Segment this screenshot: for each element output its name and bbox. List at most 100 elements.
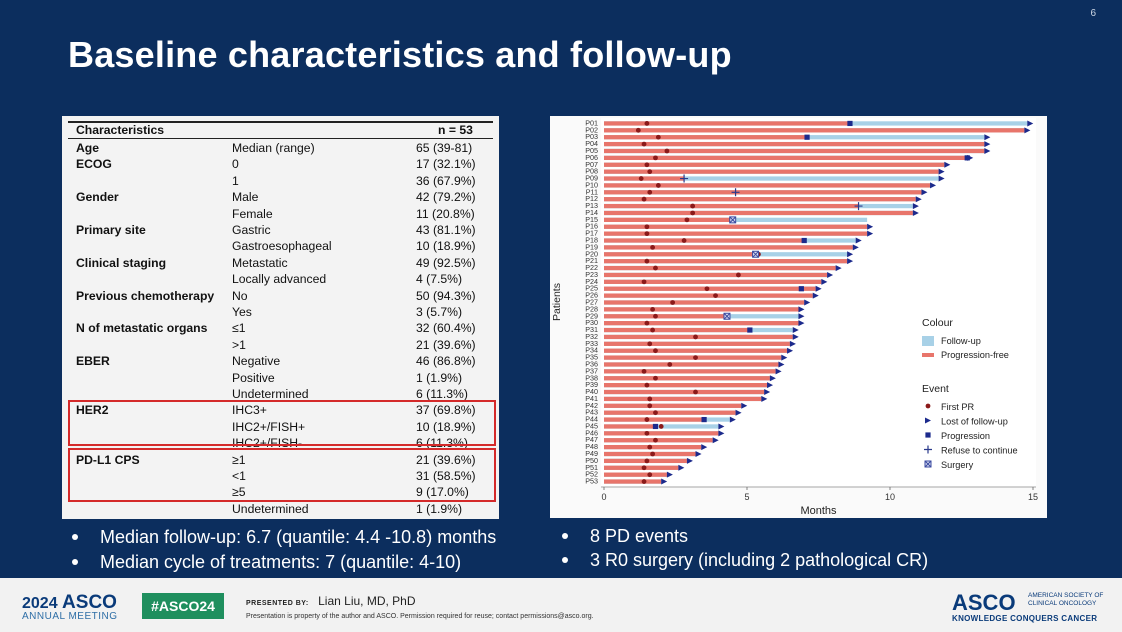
y-tick-label: P43 [585, 408, 598, 417]
lost-of-follow-up-marker [804, 299, 811, 306]
lost-of-follow-up-marker [984, 134, 991, 141]
y-tick-label: P36 [585, 359, 598, 368]
progression-free-bar [604, 128, 1025, 133]
row-category: ≥1 [232, 452, 246, 467]
y-tick-label: P03 [585, 132, 598, 141]
row-characteristic: Previous chemotherapy [76, 288, 215, 303]
lost-of-follow-up-marker [912, 209, 919, 216]
y-tick-label: P51 [585, 463, 598, 472]
legend-event-label: Progression [941, 431, 990, 441]
progression-free-bar [604, 403, 742, 408]
row-value: 10 (18.9%) [416, 239, 476, 254]
progression-free-bar [604, 410, 736, 415]
y-tick-label: P27 [585, 298, 598, 307]
y-tick-label: P08 [585, 167, 598, 176]
row-characteristic: EBER [76, 354, 110, 369]
table-row: Locally advanced 4 (7.5%) [66, 272, 495, 288]
lost-of-follow-up-marker [847, 258, 854, 265]
legend-event-label: Lost of follow-up [941, 417, 1008, 427]
first-pr-marker [664, 148, 670, 154]
progression-free-bar [604, 334, 793, 340]
first-pr-marker [693, 334, 698, 340]
first-pr-marker [641, 279, 647, 285]
progression-free-bar [604, 362, 779, 367]
table-row: IHC2+/FISH+ 10 (18.9%) [66, 420, 495, 436]
lost-of-follow-up-marker [984, 147, 991, 154]
refuse-to-continue-marker [731, 188, 740, 197]
baseline-table-panel: Characteristics n = 53 Age Median (range)… [62, 116, 499, 519]
x-tick-label: 5 [744, 492, 749, 502]
row-category: Gastroesophageal [232, 239, 332, 254]
legend-event-symbol [924, 445, 932, 454]
lost-of-follow-up-marker [847, 251, 854, 258]
y-tick-label: P34 [585, 346, 598, 355]
row-category: ≥5 [232, 485, 246, 500]
first-pr-marker [667, 362, 673, 367]
table-row: Previous chemotherapy No 50 (94.3%) [66, 289, 495, 305]
y-tick-label: P13 [585, 201, 598, 210]
bullet-dot [72, 534, 78, 540]
row-value: 4 (7.5%) [416, 272, 463, 287]
first-pr-marker [684, 217, 690, 223]
lost-of-follow-up-marker [741, 402, 748, 409]
first-pr-marker [644, 162, 650, 168]
first-pr-marker [647, 341, 653, 347]
progression-free-bar [604, 210, 913, 216]
row-value: 43 (81.1%) [416, 223, 476, 237]
progression-marker [798, 286, 804, 292]
progression-free-bar [604, 197, 916, 202]
row-value: 46 (86.8%) [416, 354, 476, 369]
header-characteristics: Characteristics [76, 123, 165, 137]
y-tick-label: P18 [585, 236, 598, 245]
bullet-text: 3 R0 surgery (including 2 pathological C… [590, 550, 929, 570]
progression-free-bar [604, 169, 939, 174]
table-row: >1 21 (39.6%) [66, 338, 495, 354]
row-category: Gastric [232, 223, 271, 237]
bullet-dot [72, 559, 78, 565]
first-pr-marker [653, 348, 658, 354]
row-value: 3 (5.7%) [416, 305, 463, 319]
progression-free-bar [604, 396, 762, 402]
progression-free-bar [604, 224, 868, 229]
table-row: N of metastatic organs ≤1 32 (60.4%) [66, 321, 495, 337]
hashtag-badge: #ASCO24 [142, 593, 224, 619]
progression-free-bar [604, 307, 799, 312]
lost-of-follow-up-marker [1024, 127, 1031, 134]
bullet-text: Median cycle of treatments: 7 (quantile:… [100, 552, 462, 572]
lost-of-follow-up-marker [781, 354, 788, 361]
row-category: 0 [232, 157, 239, 172]
table-row: Yes 3 (5.7%) [66, 305, 495, 321]
first-pr-marker [641, 465, 647, 471]
row-value: 21 (39.6%) [416, 452, 476, 467]
y-tick-label: P11 [586, 187, 598, 196]
first-pr-marker [713, 293, 718, 299]
first-pr-marker [647, 169, 653, 175]
header-n: n = 53 [438, 123, 473, 137]
first-pr-marker [704, 286, 710, 292]
progression-marker [964, 155, 970, 161]
progression-marker [847, 120, 853, 127]
lost-of-follow-up-marker [761, 395, 768, 402]
table-row: 1 36 (67.9%) [66, 174, 495, 190]
progression-free-bar [604, 252, 756, 257]
table-header-row: Characteristics n = 53 [66, 123, 495, 139]
first-pr-marker [650, 306, 656, 312]
progression-free-bar [604, 314, 727, 319]
legend-event-label: First PR [941, 402, 975, 412]
lost-of-follow-up-marker [821, 278, 828, 285]
lost-of-follow-up-marker [827, 271, 834, 278]
progression-free-bar [604, 300, 805, 305]
pdl1-highlight-box [68, 448, 496, 502]
y-tick-label: P24 [585, 277, 598, 286]
legend-colour-swatch [922, 353, 934, 357]
lost-of-follow-up-marker [764, 389, 771, 396]
progression-marker [747, 327, 753, 333]
y-tick-label: P22 [585, 263, 598, 272]
progression-marker [701, 416, 707, 423]
progression-marker [804, 134, 810, 140]
y-tick-label: P46 [585, 428, 598, 437]
row-category: >1 [232, 337, 246, 352]
progression-free-bar [604, 272, 828, 278]
first-pr-marker [644, 224, 650, 230]
swimmer-plot: P01P02P03P04P05P06P07P08P09P10P11P12P13P… [551, 118, 1038, 517]
